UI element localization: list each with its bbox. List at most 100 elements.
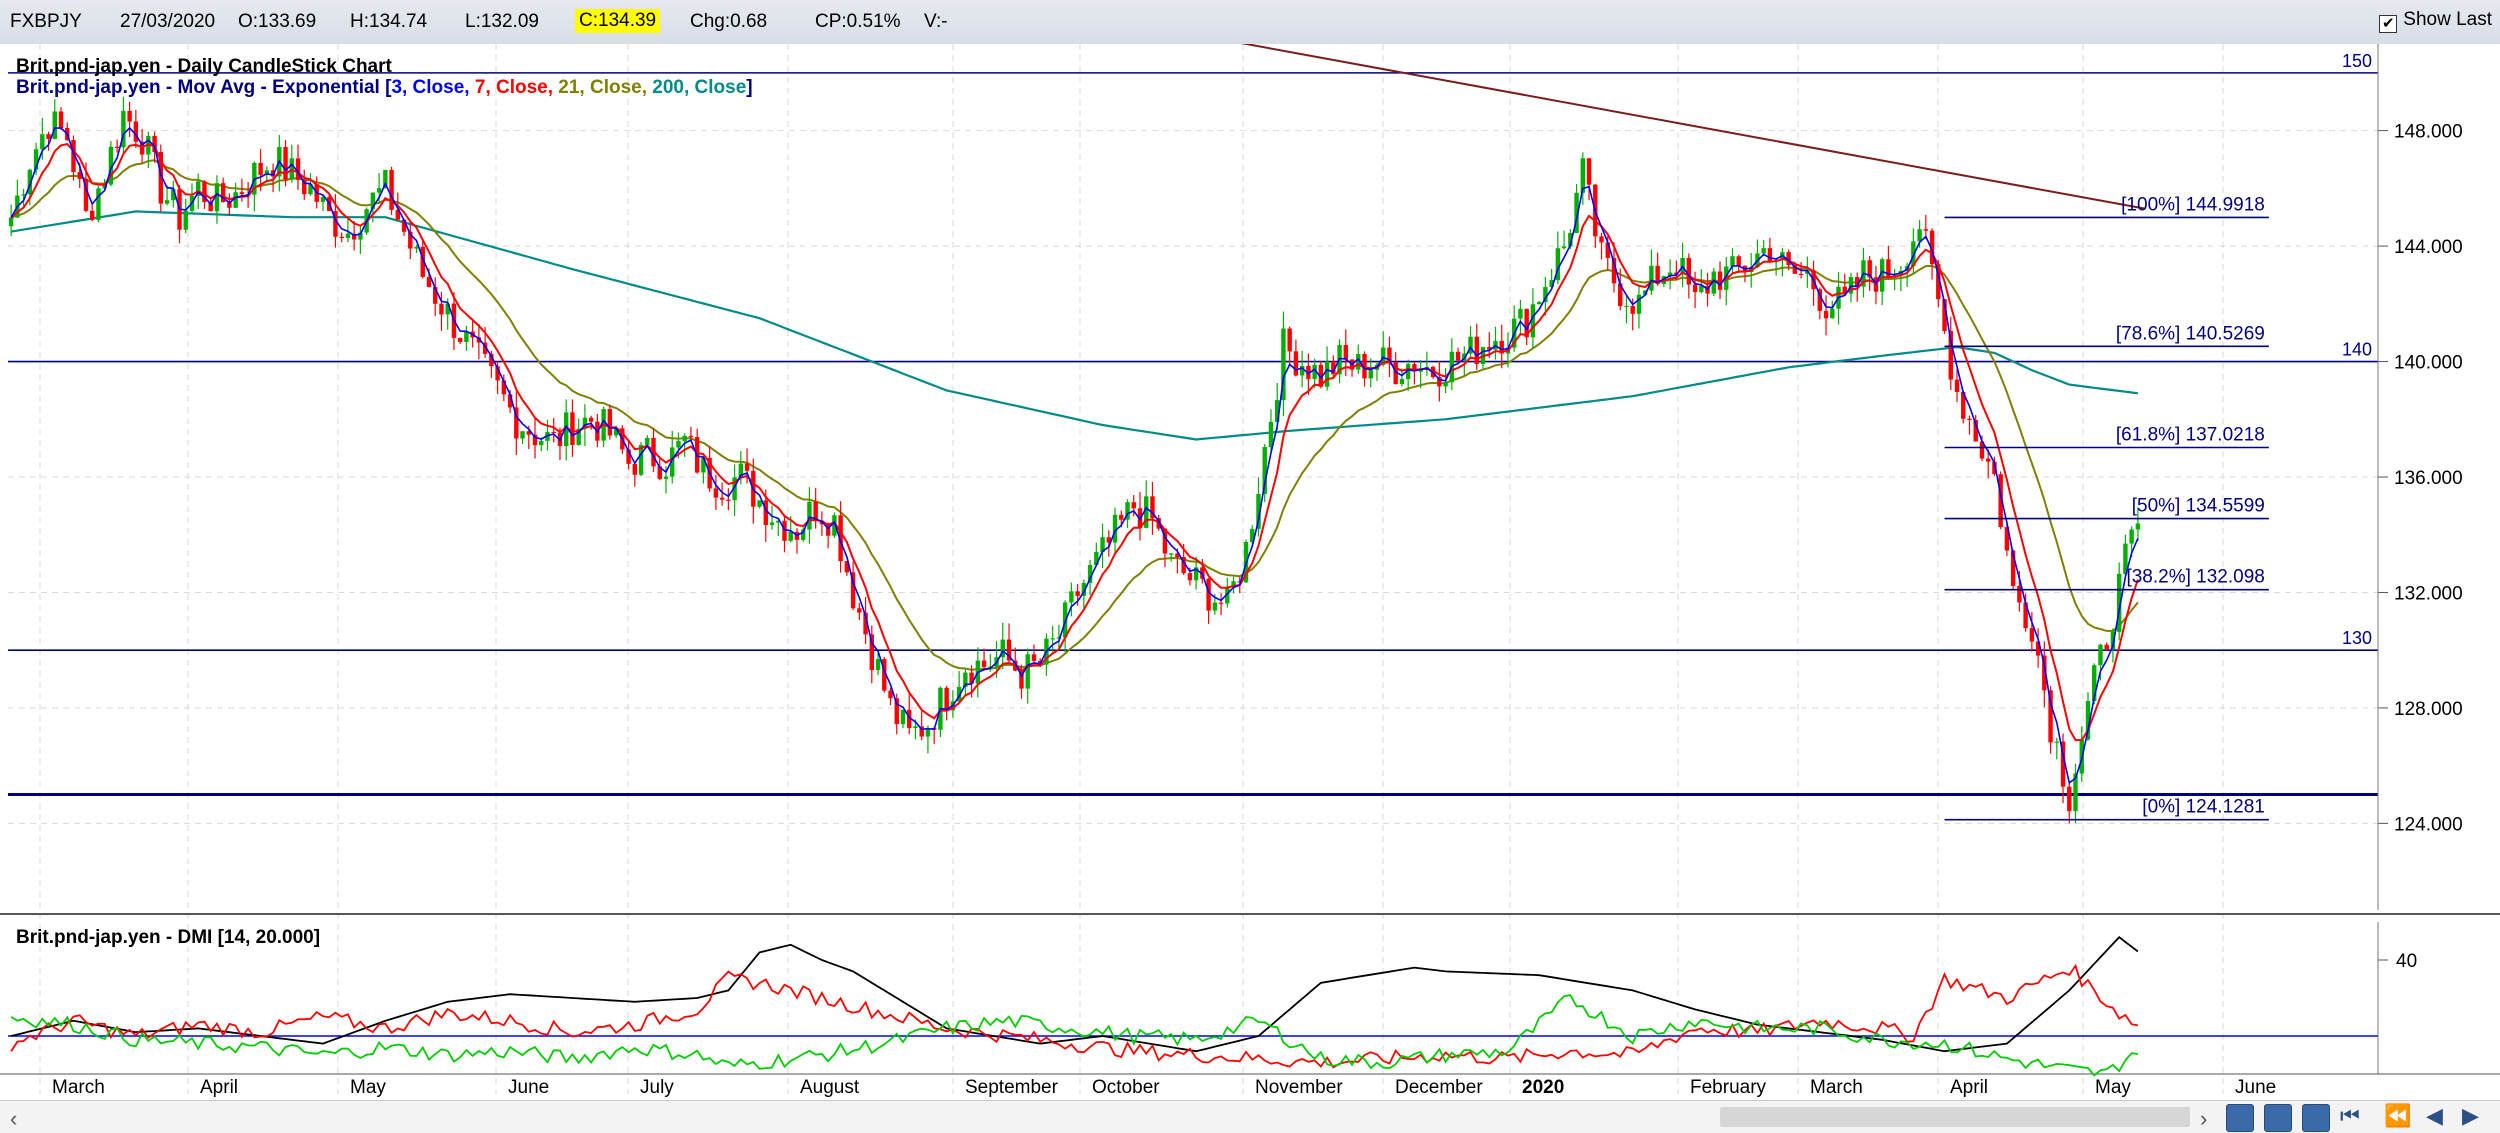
candle-body <box>1356 353 1361 370</box>
scroll-right-arrow[interactable]: › <box>2200 1106 2208 1131</box>
candle-body <box>1736 256 1741 266</box>
fib-level-label: [78.6%] 140.5269 <box>2116 323 2265 344</box>
candle-body <box>2116 573 2122 632</box>
candle-body <box>320 197 326 202</box>
candle-body <box>426 276 432 288</box>
candle-body <box>401 219 407 232</box>
candle-body <box>2004 526 2010 551</box>
candle-body <box>900 709 906 725</box>
candle-body <box>1000 639 1005 658</box>
high-value: H:134.74 <box>350 11 428 32</box>
level-label: 140 <box>2342 340 2372 360</box>
candle-body <box>539 440 544 446</box>
candle-body <box>1717 271 1723 290</box>
candle-body <box>1586 158 1592 185</box>
fast-backward-icon[interactable]: ⏪ <box>2384 1103 2412 1128</box>
candle-body <box>71 139 76 173</box>
candle-body <box>1942 299 1947 332</box>
dmi-series-line <box>10 993 2139 1077</box>
zoom-in-icon[interactable] <box>2226 1104 2254 1132</box>
candle-body <box>2092 665 2097 702</box>
candle-body <box>370 192 376 210</box>
horizontal-scrollbar[interactable]: ‹ › ⏮ ⏪ ◀ ▶ <box>0 1100 2500 1133</box>
reset-zoom-icon[interactable] <box>2302 1104 2330 1132</box>
candle-body <box>1574 192 1579 233</box>
candle-body <box>1842 286 1847 294</box>
candle-body <box>1006 639 1012 661</box>
zoom-out-icon[interactable] <box>2264 1104 2292 1132</box>
candle-body <box>1274 400 1280 422</box>
legend-entry: Brit.pnd-jap.yen - Mov Avg - Exponential… <box>16 77 392 98</box>
candle-body <box>825 524 831 536</box>
candle-body <box>869 634 875 671</box>
month-label: March <box>52 1077 105 1098</box>
candle-body <box>264 170 270 176</box>
candle-body <box>1487 347 1492 350</box>
chart-area[interactable]: 150 140 130 [100%] 144.9918 [78.6%] 140.526… <box>0 44 2500 1100</box>
candle-body <box>981 660 987 668</box>
candle-body <box>551 431 556 434</box>
candle-body <box>1561 246 1567 249</box>
candle-body <box>445 303 450 315</box>
candle-body <box>1848 277 1854 294</box>
candle-body <box>1605 242 1610 258</box>
candle-body <box>1150 496 1155 519</box>
candle-body <box>489 353 494 367</box>
ema-21-line <box>10 159 2139 671</box>
candle-body <box>1087 565 1093 583</box>
candle-body <box>495 366 500 381</box>
candle-body <box>757 500 762 507</box>
scroll-left-arrow[interactable]: ‹ <box>10 1106 18 1131</box>
candle-body <box>1568 232 1573 247</box>
show-last-checkbox[interactable]: ✔ <box>2379 15 2398 33</box>
candle-body <box>1979 441 1985 459</box>
candle-body <box>2104 644 2109 650</box>
candle-body <box>1711 271 1716 294</box>
candle-body <box>1056 637 1062 639</box>
candle-body <box>776 520 781 523</box>
fib-level-label: [50%] 134.5599 <box>2132 496 2265 517</box>
candle-body <box>46 134 51 139</box>
candle-body <box>1530 304 1536 338</box>
candle-body <box>507 394 513 408</box>
candle-body <box>58 111 64 128</box>
candle-body <box>1474 336 1479 365</box>
candle-body <box>2110 631 2116 650</box>
candle-body <box>1917 229 1922 242</box>
candle-body <box>1262 447 1267 494</box>
candle-body <box>1961 391 1966 419</box>
month-label: May <box>350 1077 386 1098</box>
candle-body <box>813 501 818 521</box>
step-forward-icon[interactable]: ▶ <box>2462 1103 2479 1128</box>
candle-body <box>1193 567 1199 581</box>
candle-body <box>857 608 862 613</box>
step-back-icon[interactable]: ◀ <box>2426 1103 2443 1128</box>
candle-body <box>769 522 775 525</box>
candle-body <box>1761 248 1766 254</box>
show-last-label: Show Last <box>2403 9 2492 30</box>
candle-body <box>1144 496 1149 528</box>
candle-body <box>152 135 157 153</box>
first-bar-icon[interactable]: ⏮ <box>2340 1103 2360 1128</box>
scroll-thumb[interactable] <box>1720 1107 2190 1127</box>
candle-body <box>27 169 33 195</box>
quote-header: FXBPJY 27/03/2020 O:133.69 H:134.74 L:13… <box>0 0 2500 45</box>
candle-body <box>1125 502 1130 520</box>
candle-body <box>850 572 856 609</box>
candle-body <box>613 428 619 436</box>
candle-body <box>1312 364 1317 380</box>
date-label: 27/03/2020 <box>120 11 216 32</box>
low-value: L:132.09 <box>465 11 539 32</box>
candle-body <box>1318 364 1324 387</box>
candle-body <box>520 431 525 439</box>
candle-body <box>688 435 694 438</box>
candle-body <box>1299 366 1305 376</box>
candle-body <box>1119 514 1124 520</box>
show-last-toggle[interactable]: ✔ Show Last <box>2379 9 2492 33</box>
dmi-series-line <box>10 963 2139 1069</box>
change-value: Chg:0.68 <box>690 11 768 32</box>
price-tick-label: 144.000 <box>2394 237 2463 258</box>
close-value: C:134.39 <box>575 9 661 33</box>
candle-body <box>1237 581 1242 583</box>
candle-body <box>1985 458 1991 462</box>
